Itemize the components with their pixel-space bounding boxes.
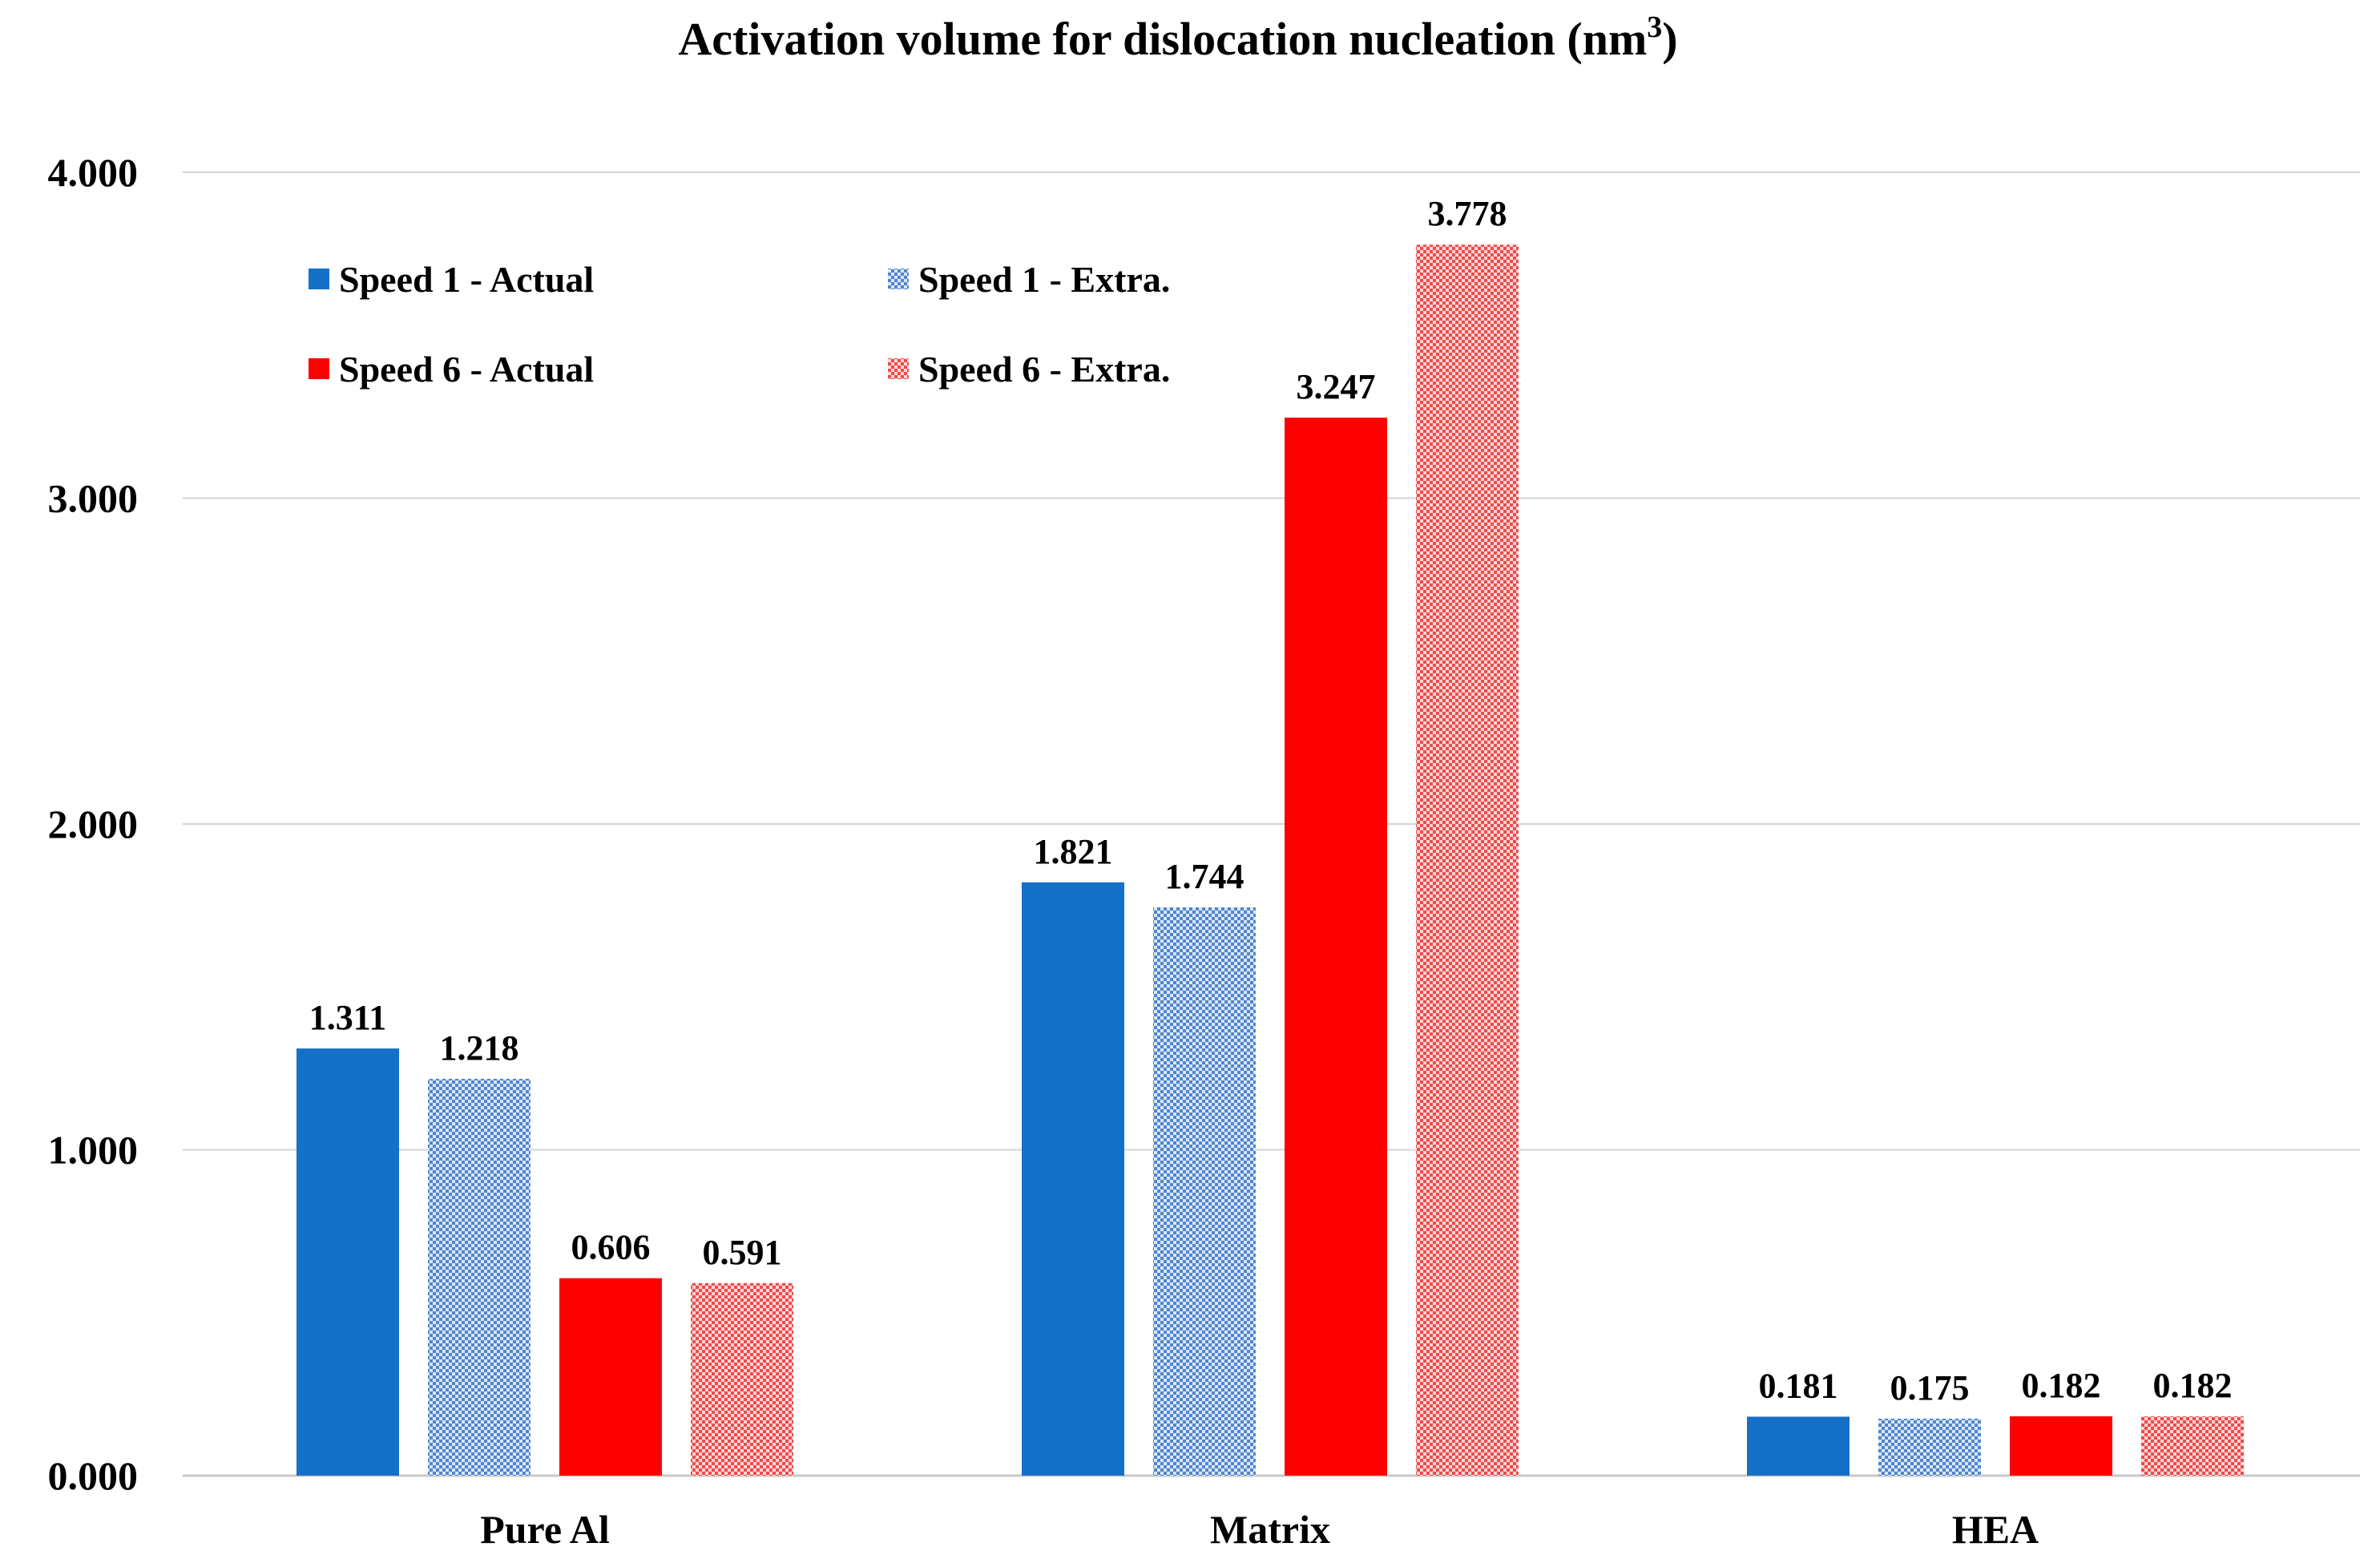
legend-label: Speed 6 - Extra. xyxy=(918,349,1170,390)
bar-hea-series-4 xyxy=(2141,1416,2244,1476)
y-tick-label: 3.000 xyxy=(48,476,139,521)
data-label: 1.821 xyxy=(1034,832,1113,871)
bar-matrix-series-4 xyxy=(1416,244,1519,1476)
gridlines xyxy=(183,172,2360,1477)
category-label-hea: HEA xyxy=(1952,1507,2039,1552)
bar-pure-al-series-3 xyxy=(559,1278,662,1476)
category-label-matrix: Matrix xyxy=(1210,1507,1330,1552)
chart-title-superscript: 3 xyxy=(1647,10,1662,44)
legend-label: Speed 1 - Extra. xyxy=(918,259,1170,300)
bar-hea-series-1 xyxy=(1747,1416,1850,1476)
bar-pure-al-series-4 xyxy=(691,1282,793,1476)
y-tick-label: 2.000 xyxy=(48,802,139,846)
data-label: 1.744 xyxy=(1165,857,1244,896)
bar-matrix-series-3 xyxy=(1285,418,1387,1476)
bar-pure-al-series-2 xyxy=(428,1078,530,1476)
bar-hea-series-3 xyxy=(2010,1416,2112,1476)
legend-swatch xyxy=(309,269,329,289)
data-label: 1.311 xyxy=(309,998,387,1037)
data-label: 0.182 xyxy=(2153,1366,2233,1405)
data-label: 0.591 xyxy=(703,1233,782,1272)
bar-pure-al-series-1 xyxy=(296,1048,399,1476)
data-label: 0.182 xyxy=(2022,1366,2101,1405)
bar-hea-series-2 xyxy=(1878,1418,1981,1476)
chart-title: Activation volume for dislocation nuclea… xyxy=(678,10,1677,65)
x-axis-category-labels: Pure Al Matrix HEA xyxy=(480,1507,2039,1552)
bar-matrix-series-2 xyxy=(1153,907,1256,1476)
y-tick-label: 4.000 xyxy=(48,150,139,195)
data-label: 1.218 xyxy=(440,1028,519,1068)
legend: Speed 1 - Actual Speed 1 - Extra. Speed 6 … xyxy=(309,259,1170,390)
y-axis-tick-labels: 0.000 1.000 2.000 3.000 4.000 xyxy=(48,150,139,1498)
legend-swatch xyxy=(888,358,909,379)
data-label: 0.606 xyxy=(571,1228,651,1267)
bars xyxy=(296,244,2244,1476)
y-tick-label: 1.000 xyxy=(48,1128,139,1173)
legend-swatch xyxy=(309,358,329,379)
y-tick-label: 0.000 xyxy=(48,1453,139,1498)
bar-matrix-series-1 xyxy=(1022,882,1124,1476)
data-label: 3.778 xyxy=(1428,194,1507,233)
legend-label: Speed 1 - Actual xyxy=(339,259,594,300)
legend-swatch xyxy=(888,269,909,289)
data-label: 3.247 xyxy=(1297,367,1376,406)
data-label: 0.181 xyxy=(1759,1366,1838,1405)
legend-label: Speed 6 - Actual xyxy=(339,349,594,390)
category-label-pure-al: Pure Al xyxy=(480,1507,610,1552)
data-label: 0.175 xyxy=(1890,1368,1970,1408)
data-labels: 1.311 1.218 0.606 0.591 1.821 1.744 3.247 3.778… xyxy=(309,194,2233,1408)
